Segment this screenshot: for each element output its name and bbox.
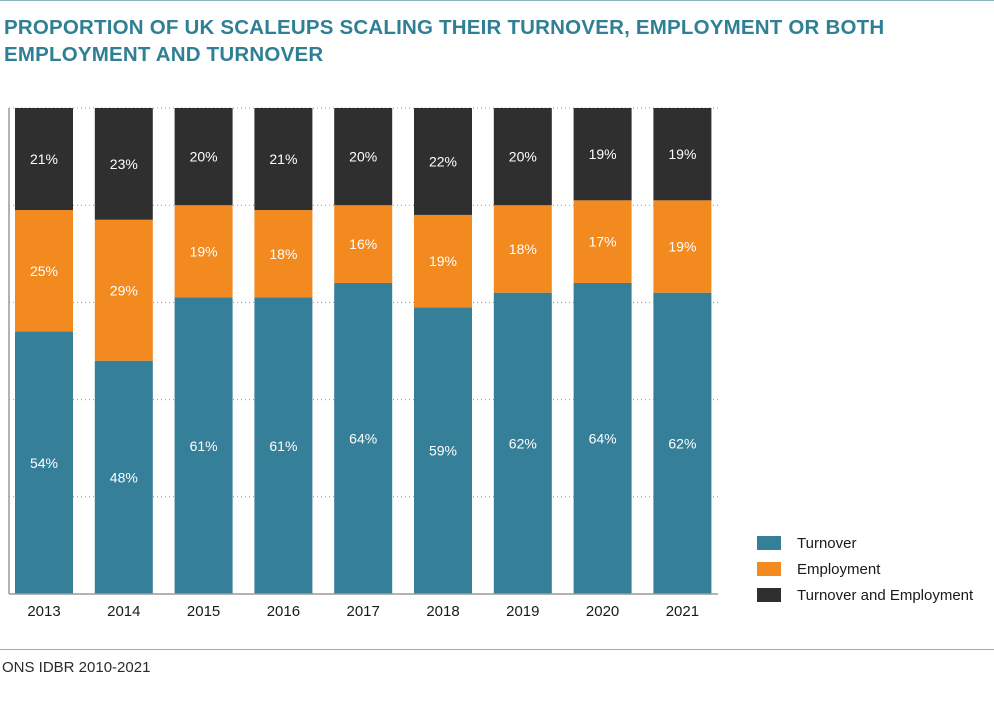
bar-employment-2013 bbox=[15, 210, 73, 332]
bar-both-2015 bbox=[174, 108, 233, 206]
data-label-turnover-2020: 64% bbox=[589, 430, 617, 446]
bar-turnover-2017 bbox=[334, 282, 393, 594]
x-tick-label-2015: 2015 bbox=[187, 603, 220, 620]
data-label-both-2019: 20% bbox=[509, 149, 537, 165]
legend-label-turnover: Turnover bbox=[797, 534, 857, 552]
bar-both-2019 bbox=[493, 108, 552, 206]
x-tick-label-2016: 2016 bbox=[267, 603, 300, 620]
legend-item-employment: Employment bbox=[757, 556, 973, 582]
bar-employment-2021 bbox=[653, 200, 712, 293]
top-rule bbox=[0, 0, 994, 1]
bar-employment-2020 bbox=[573, 200, 632, 283]
data-label-both-2016: 21% bbox=[269, 151, 297, 167]
data-label-employment-2017: 16% bbox=[349, 236, 377, 252]
data-label-turnover-2016: 61% bbox=[269, 438, 297, 454]
x-tick-label-2019: 2019 bbox=[506, 603, 539, 620]
bottom-rule bbox=[0, 649, 994, 650]
bar-employment-2015 bbox=[174, 205, 233, 298]
bar-both-2013 bbox=[15, 108, 73, 211]
chart-title: PROPORTION OF UK SCALEUPS SCALING THEIR … bbox=[4, 16, 885, 66]
bar-both-2014 bbox=[94, 108, 153, 220]
data-label-employment-2013: 25% bbox=[30, 263, 58, 279]
legend-label-both: Turnover and Employment bbox=[797, 586, 974, 604]
x-tick-label-2017: 2017 bbox=[347, 603, 380, 620]
bar-turnover-2021 bbox=[653, 292, 712, 594]
bar-both-2021 bbox=[653, 108, 712, 201]
data-label-turnover-2021: 62% bbox=[668, 435, 696, 451]
legend-item-both: Turnover and Employment bbox=[757, 582, 973, 608]
bar-both-2020 bbox=[573, 108, 632, 201]
legend-swatch-both bbox=[757, 588, 781, 602]
data-label-employment-2014: 29% bbox=[110, 282, 138, 298]
data-label-employment-2018: 19% bbox=[429, 253, 457, 269]
data-label-turnover-2017: 64% bbox=[349, 430, 377, 446]
data-label-both-2015: 20% bbox=[190, 149, 218, 165]
data-label-both-2018: 22% bbox=[429, 153, 457, 169]
bar-both-2018 bbox=[414, 108, 472, 215]
bar-employment-2018 bbox=[414, 214, 472, 308]
bar-both-2017 bbox=[334, 108, 393, 206]
x-tick-label-2013: 2013 bbox=[27, 603, 60, 620]
bar-both-2016 bbox=[254, 108, 313, 211]
source-note: ONS IDBR 2010-2021 bbox=[2, 659, 151, 676]
x-tick-label-2014: 2014 bbox=[107, 603, 140, 620]
legend-swatch-employment bbox=[757, 562, 781, 576]
bar-turnover-2019 bbox=[493, 292, 552, 594]
legend-swatch-turnover bbox=[757, 536, 781, 550]
bar-turnover-2020 bbox=[573, 282, 632, 594]
bar-turnover-2015 bbox=[174, 297, 233, 594]
data-label-both-2020: 19% bbox=[589, 146, 617, 162]
data-label-turnover-2014: 48% bbox=[110, 469, 138, 485]
data-label-turnover-2018: 59% bbox=[429, 443, 457, 459]
bar-employment-2017 bbox=[334, 205, 393, 283]
bar-turnover-2013 bbox=[15, 331, 73, 594]
data-label-employment-2016: 18% bbox=[269, 246, 297, 262]
bar-employment-2014 bbox=[94, 219, 153, 361]
x-tick-label-2021: 2021 bbox=[666, 603, 699, 620]
x-tick-label-2020: 2020 bbox=[586, 603, 619, 620]
data-label-both-2013: 21% bbox=[30, 151, 58, 167]
data-label-both-2021: 19% bbox=[668, 146, 696, 162]
data-label-turnover-2019: 62% bbox=[509, 435, 537, 451]
data-label-turnover-2015: 61% bbox=[190, 438, 218, 454]
data-label-employment-2019: 18% bbox=[509, 241, 537, 257]
data-label-employment-2015: 19% bbox=[190, 243, 218, 259]
bar-turnover-2018 bbox=[414, 307, 472, 594]
legend-item-turnover: Turnover bbox=[757, 530, 973, 556]
data-label-both-2014: 23% bbox=[110, 156, 138, 172]
bar-turnover-2014 bbox=[94, 360, 153, 594]
bar-turnover-2016 bbox=[254, 297, 313, 594]
bar-employment-2019 bbox=[493, 205, 552, 293]
data-label-employment-2021: 19% bbox=[668, 239, 696, 255]
x-tick-label-2018: 2018 bbox=[426, 603, 459, 620]
data-label-both-2017: 20% bbox=[349, 149, 377, 165]
data-label-employment-2020: 17% bbox=[589, 234, 617, 250]
legend: Turnover Employment Turnover and Employm… bbox=[757, 530, 973, 608]
stacked-bar-chart: 54% 25% 21% 2013 48% 29% 23% 2014 61% 19% 20% 2015 6… bbox=[8, 107, 718, 620]
bar-employment-2016 bbox=[254, 210, 313, 298]
data-label-turnover-2013: 54% bbox=[30, 455, 58, 471]
legend-label-employment: Employment bbox=[797, 560, 881, 578]
